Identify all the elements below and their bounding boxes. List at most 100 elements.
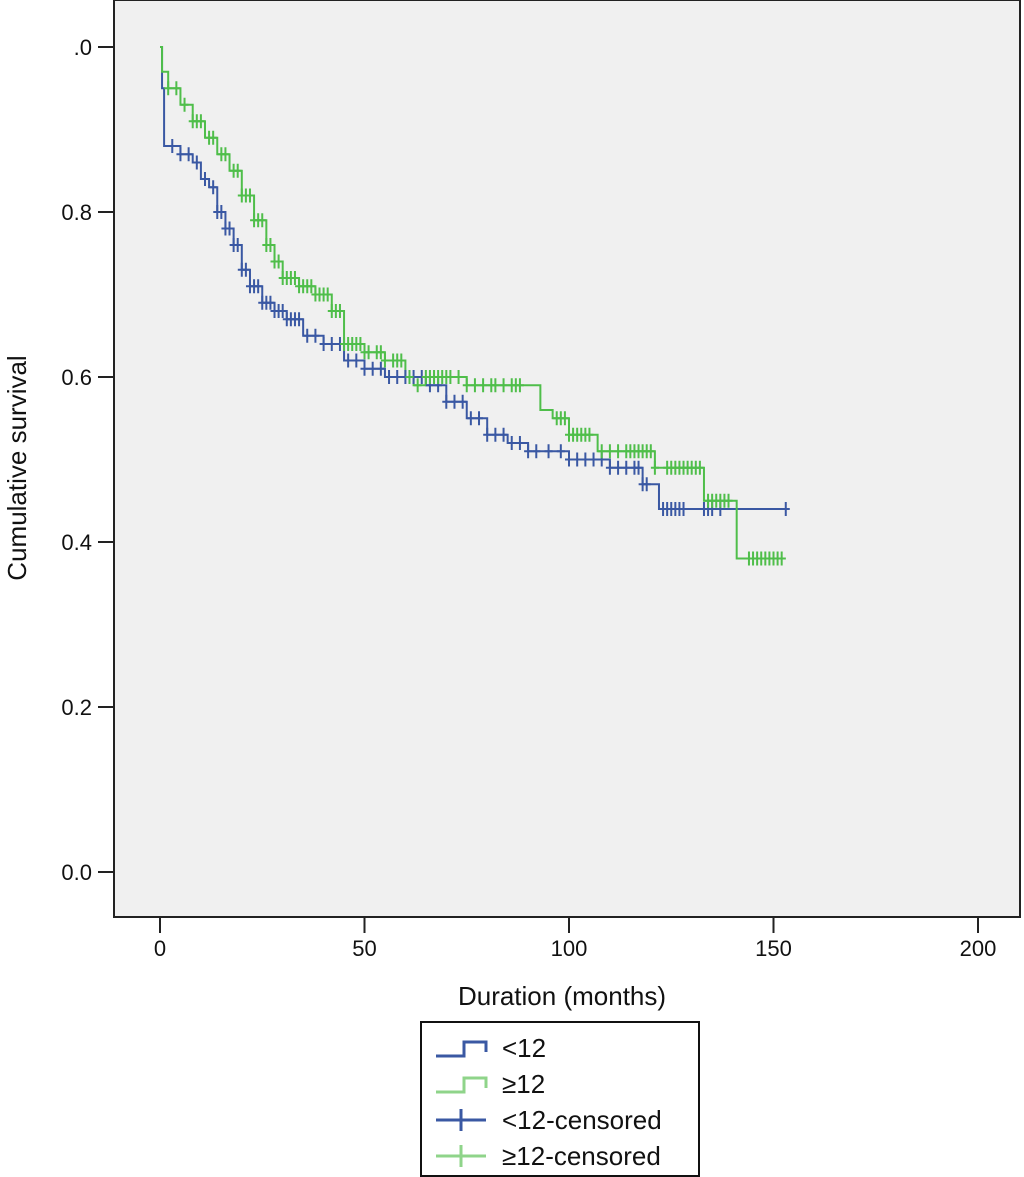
censor-mark-lt12	[393, 370, 402, 384]
censor-mark-ge12	[397, 353, 406, 368]
censor-mark-ge12	[164, 81, 173, 96]
censor-mark-lt12	[303, 328, 312, 343]
censor-mark-ge12	[180, 97, 189, 112]
censor-mark-ge12	[614, 444, 623, 459]
censor-mark-ge12	[266, 238, 275, 252]
censor-mark-lt12	[475, 411, 484, 426]
legend-censor-swatch	[436, 1109, 486, 1131]
censor-mark-lt12	[781, 502, 790, 516]
legend-label: <12-censored	[502, 1105, 662, 1135]
censor-mark-lt12	[499, 427, 508, 442]
censor-mark-ge12	[470, 378, 479, 393]
censor-mark-lt12	[184, 147, 193, 162]
censor-mark-ge12	[405, 370, 414, 384]
censor-mark-lt12	[442, 394, 451, 409]
censor-mark-lt12	[327, 337, 336, 351]
censor-mark-lt12	[634, 460, 643, 475]
censor-mark-ge12	[585, 427, 594, 442]
censor-mark-ge12	[491, 378, 500, 393]
censor-mark-ge12	[380, 353, 389, 368]
censor-mark-ge12	[364, 345, 373, 360]
censor-mark-lt12	[192, 155, 201, 170]
legend-label: ≥12	[502, 1069, 545, 1099]
y-tick-label: 0.6	[61, 365, 92, 390]
censor-mark-ge12	[650, 460, 659, 475]
censor-mark-lt12	[605, 460, 614, 475]
censor-mark-lt12	[376, 361, 385, 376]
censor-mark-lt12	[515, 436, 524, 450]
censor-mark-lt12	[217, 205, 226, 219]
legend-label: ≥12-censored	[502, 1141, 661, 1171]
censor-mark-lt12	[200, 172, 209, 186]
censor-mark-ge12	[695, 460, 704, 475]
censor-mark-ge12	[233, 163, 242, 178]
censor-mark-lt12	[233, 238, 242, 252]
censor-mark-lt12	[679, 502, 688, 516]
censor-mark-lt12	[385, 370, 394, 384]
censor-mark-ge12	[499, 378, 508, 393]
censor-mark-ge12	[479, 378, 488, 393]
x-tick-label: 200	[960, 936, 997, 961]
censor-mark-ge12	[258, 213, 267, 228]
censor-mark-ge12	[646, 444, 655, 459]
censor-mark-ge12	[597, 444, 606, 459]
censor-mark-ge12	[221, 147, 230, 162]
censor-mark-lt12	[573, 452, 582, 467]
x-axis: 0 50 100 150 200	[114, 916, 1020, 961]
censor-mark-lt12	[614, 460, 623, 475]
censor-mark-ge12	[196, 114, 205, 129]
censor-mark-lt12	[254, 279, 263, 294]
legend-box	[420, 1021, 700, 1177]
censor-mark-ge12	[335, 304, 344, 318]
censor-mark-ge12	[209, 130, 218, 145]
censor-mark-ge12	[454, 370, 463, 384]
censor-mark-lt12	[241, 262, 250, 277]
censor-mark-lt12	[368, 361, 377, 376]
censor-mark-lt12	[565, 452, 573, 467]
censor-mark-lt12	[360, 361, 369, 376]
censor-mark-ge12	[515, 378, 524, 393]
censor-mark-lt12	[225, 221, 234, 236]
censor-mark-ge12	[307, 279, 316, 294]
censor-mark-ge12	[462, 378, 471, 393]
x-tick-label: 0	[154, 936, 166, 961]
censor-mark-ge12	[376, 345, 385, 360]
censor-mark-lt12	[556, 444, 565, 459]
x-tick-label: 150	[755, 936, 792, 961]
censor-mark-lt12	[581, 452, 590, 467]
x-tick-label: 100	[551, 936, 588, 961]
y-axis: 0.0 0.2 0.4 0.6 0.8 .0	[61, 0, 115, 917]
legend-line-swatch	[436, 1040, 488, 1058]
y-axis-title: Cumulative survival	[2, 355, 32, 580]
censor-mark-lt12	[507, 436, 516, 450]
censor-mark-lt12	[450, 394, 459, 409]
legend-line-swatch	[436, 1076, 488, 1094]
y-tick-label: 0.4	[61, 530, 92, 555]
censor-mark-lt12	[524, 444, 533, 459]
censor-mark-lt12	[589, 452, 598, 467]
censor-mark-ge12	[724, 493, 733, 508]
censor-mark-lt12	[319, 337, 328, 351]
censor-mark-ge12	[245, 188, 254, 203]
censor-mark-lt12	[209, 180, 218, 195]
y-tick-label: 0.0	[61, 860, 92, 885]
censor-mark-lt12	[352, 353, 361, 368]
censor-mark-ge12	[413, 378, 422, 393]
y-tick-label: 0.8	[61, 200, 92, 225]
legend-label: <12	[502, 1033, 546, 1063]
censor-mark-ge12	[356, 337, 365, 351]
censor-mark-lt12	[458, 394, 467, 409]
censor-mark-ge12	[323, 287, 332, 302]
censor-mark-lt12	[642, 477, 651, 492]
censor-mark-lt12	[622, 460, 631, 475]
censor-mark-ge12	[605, 444, 614, 459]
censor-mark-lt12	[168, 139, 177, 153]
censor-mark-lt12	[311, 328, 320, 343]
censor-mark-lt12	[344, 353, 353, 368]
censor-mark-lt12	[176, 147, 185, 162]
legend: <12 ≥12 <12-censored ≥12-censored	[420, 1021, 700, 1177]
censor-mark-ge12	[172, 81, 181, 96]
censor-mark-lt12	[466, 411, 475, 426]
censor-mark-ge12	[274, 254, 283, 269]
censor-mark-ge12	[290, 271, 299, 285]
